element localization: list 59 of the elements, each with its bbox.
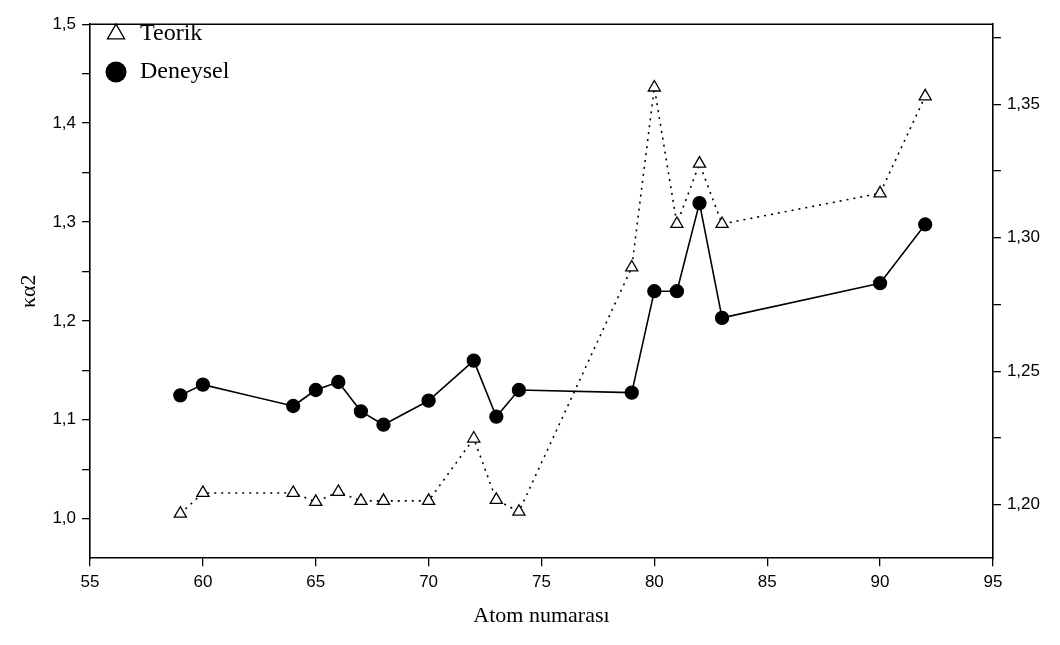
x-tick-label: 75 bbox=[532, 572, 551, 592]
point bbox=[692, 195, 707, 211]
point bbox=[354, 493, 368, 505]
point bbox=[173, 388, 188, 403]
point bbox=[376, 493, 391, 505]
point bbox=[173, 506, 188, 518]
point bbox=[625, 259, 639, 272]
point bbox=[715, 216, 729, 229]
x-tick-label: 90 bbox=[870, 572, 890, 592]
point bbox=[692, 155, 707, 168]
x-tick-label: 85 bbox=[757, 572, 777, 592]
point bbox=[308, 382, 323, 398]
y2-tick-label: 1,30 bbox=[1006, 227, 1041, 247]
x-tick-label: 55 bbox=[80, 572, 100, 592]
legend-label: Deneysel bbox=[140, 57, 230, 84]
point bbox=[647, 79, 662, 92]
point bbox=[647, 284, 662, 299]
point bbox=[714, 310, 730, 326]
point bbox=[195, 377, 211, 392]
x-tick-label: 65 bbox=[306, 572, 326, 592]
y-tick-label: 1,0 bbox=[52, 508, 77, 528]
x-tick-label: 70 bbox=[419, 572, 439, 592]
y-axis-title: κα2 bbox=[14, 274, 40, 308]
point bbox=[196, 485, 210, 498]
point bbox=[353, 404, 369, 419]
point bbox=[331, 484, 346, 497]
x-axis-title: Atom numarası bbox=[473, 601, 610, 627]
point bbox=[511, 382, 527, 398]
y2-tick-label: 1,35 bbox=[1006, 93, 1041, 113]
legend-label: Teorik bbox=[140, 19, 203, 46]
point bbox=[467, 430, 481, 443]
point bbox=[918, 217, 933, 232]
point bbox=[872, 276, 888, 291]
point bbox=[331, 374, 346, 390]
y-tick-label: 1,2 bbox=[52, 310, 77, 330]
x-tick-label: 80 bbox=[644, 572, 664, 592]
point bbox=[489, 492, 504, 505]
point bbox=[670, 216, 684, 229]
x-tick-label: 95 bbox=[983, 572, 1003, 592]
y2-tick-label: 1,25 bbox=[1006, 360, 1041, 380]
x-tick-label: 60 bbox=[193, 572, 213, 592]
point bbox=[918, 88, 932, 101]
y-tick-label: 1,1 bbox=[52, 409, 77, 429]
point bbox=[286, 485, 300, 498]
point bbox=[466, 353, 481, 368]
point bbox=[376, 417, 391, 432]
point bbox=[421, 493, 436, 505]
y-tick-label: 1,4 bbox=[52, 112, 77, 132]
point bbox=[286, 398, 301, 414]
point bbox=[873, 185, 887, 198]
point bbox=[421, 393, 436, 408]
y-tick-label: 1,3 bbox=[52, 211, 77, 231]
y2-tick-label: 1,20 bbox=[1006, 494, 1041, 514]
point bbox=[512, 504, 526, 516]
point bbox=[624, 385, 639, 400]
point bbox=[489, 409, 504, 424]
point bbox=[309, 494, 323, 506]
y-tick-label: 1,5 bbox=[52, 13, 77, 33]
point bbox=[669, 284, 685, 299]
